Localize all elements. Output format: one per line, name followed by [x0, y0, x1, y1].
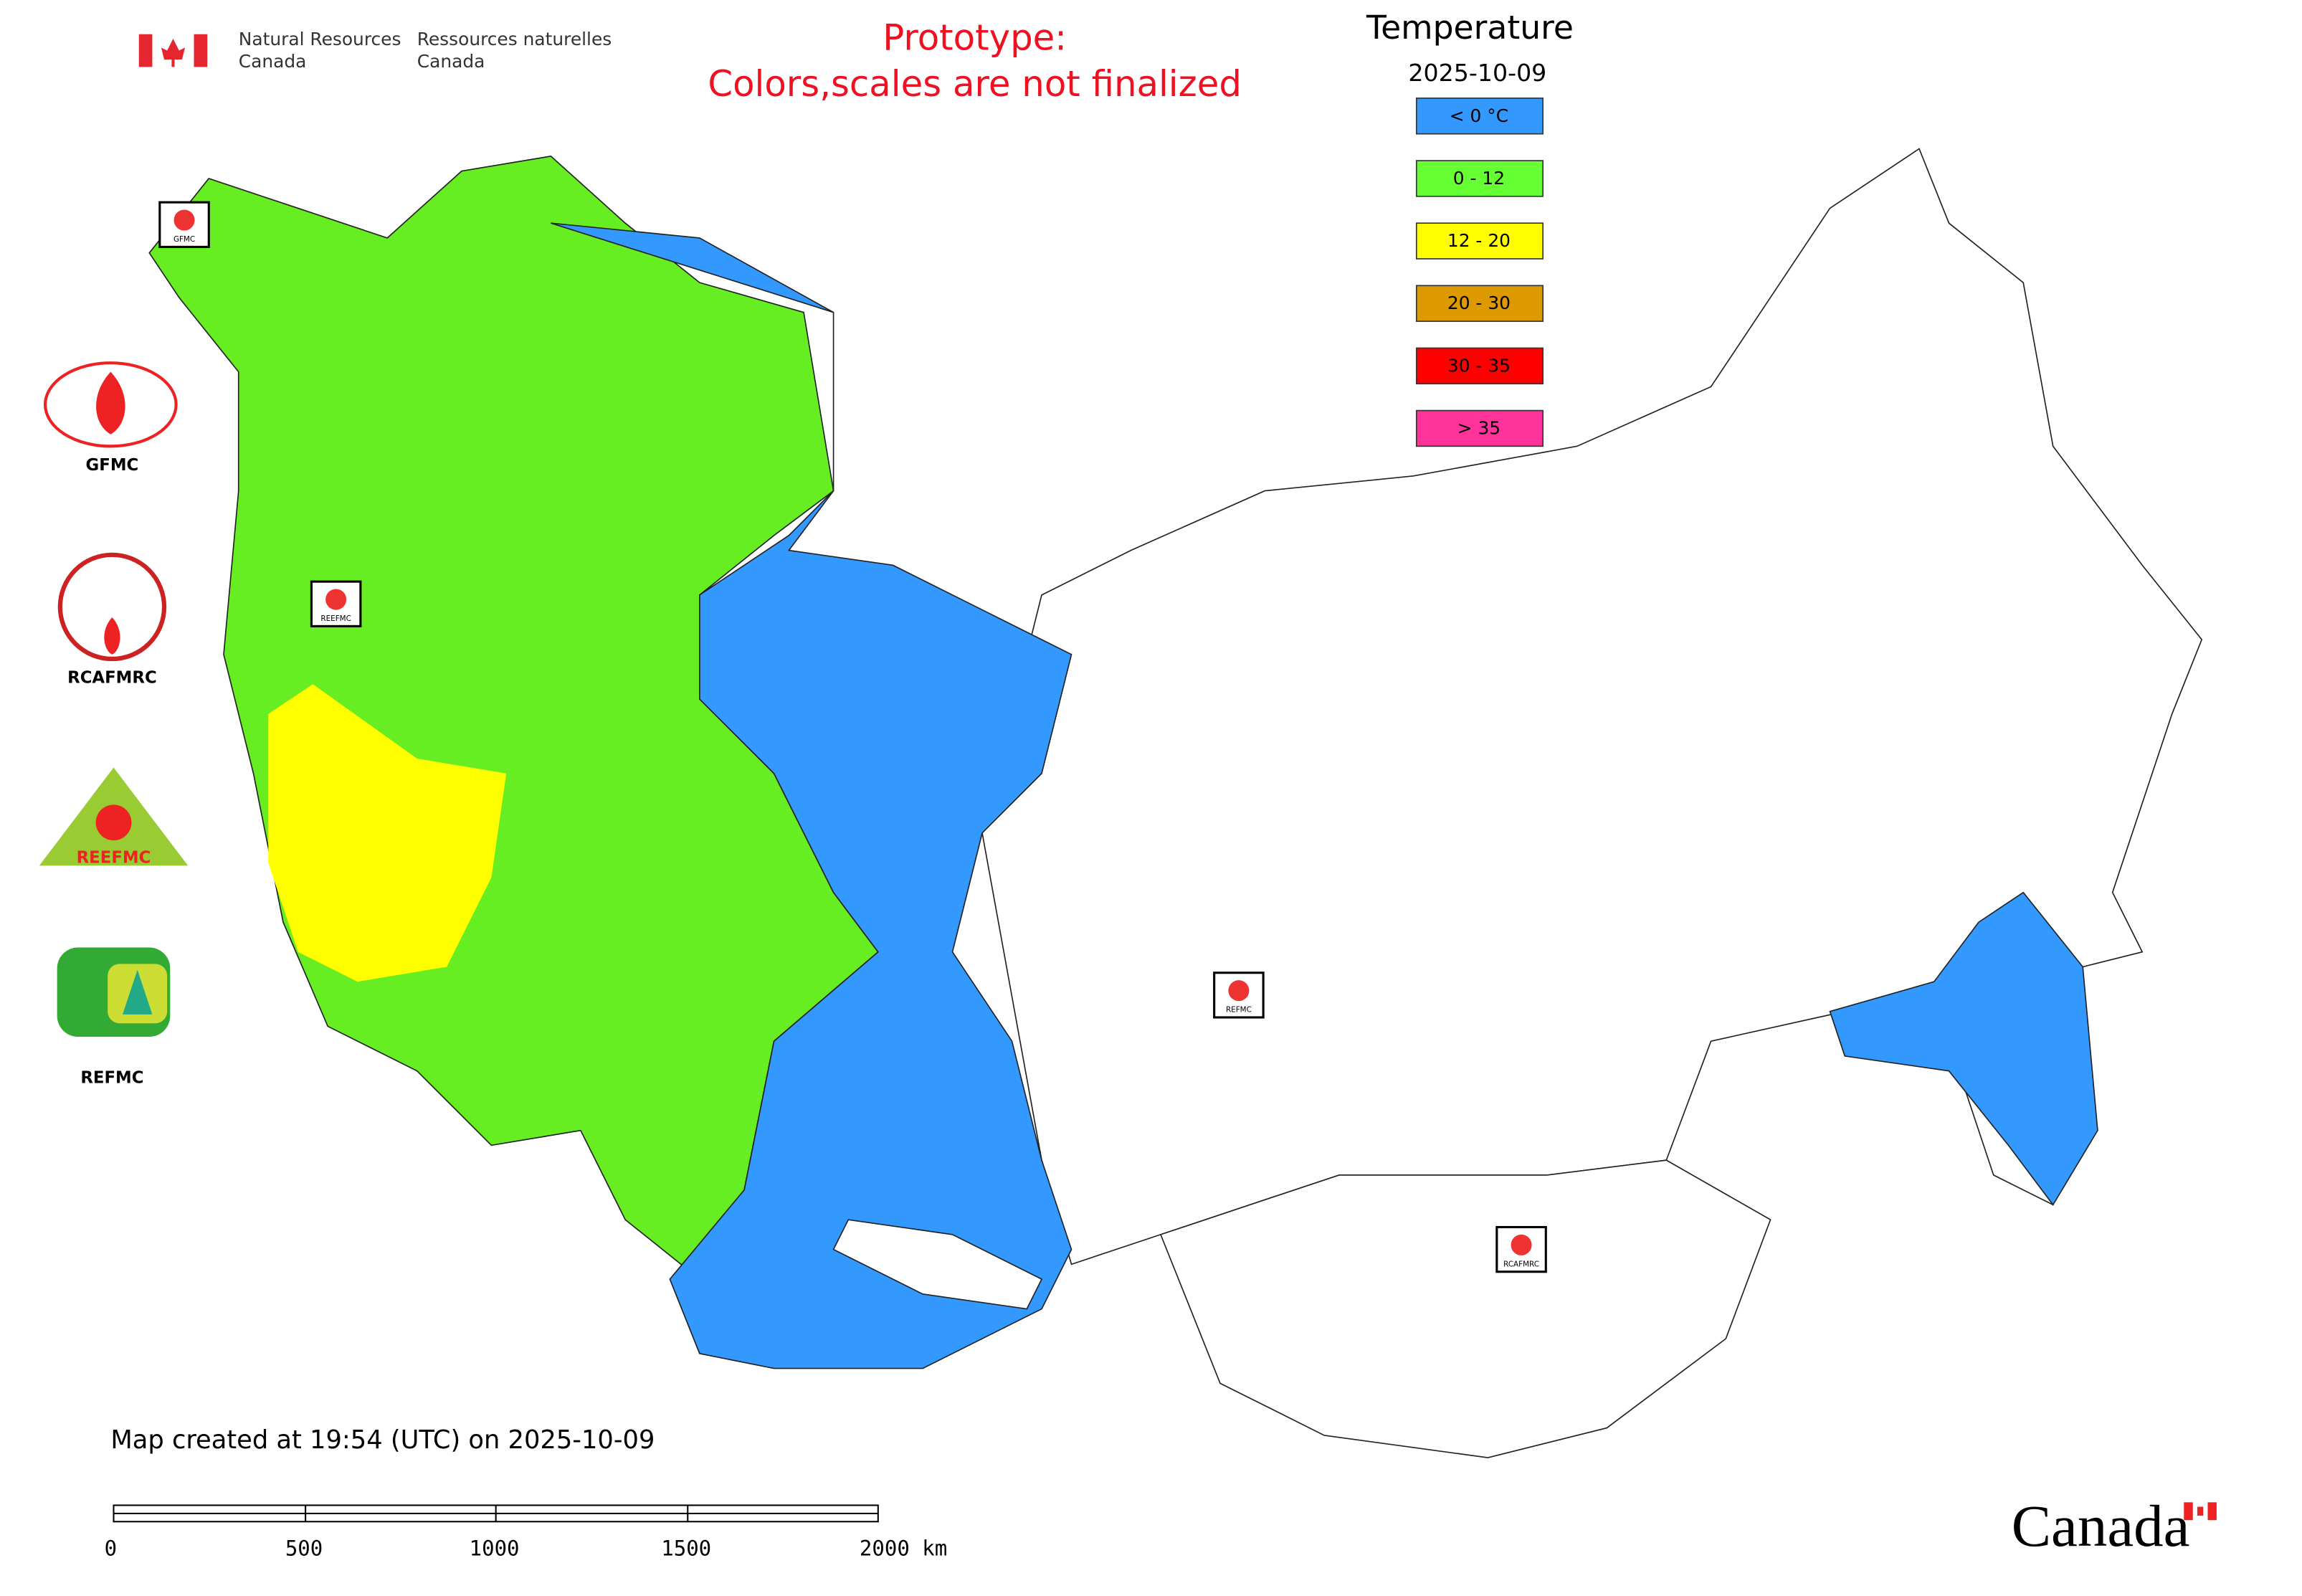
legend-label: 0 - 12 — [1453, 168, 1505, 189]
scale-label: 0 — [105, 1536, 117, 1561]
legend-label: < 0 °C — [1450, 105, 1508, 126]
created-note: Map created at 19:54 (UTC) on 2025-10-09 — [110, 1425, 655, 1455]
region-blue — [1829, 891, 2098, 1206]
gov-signature — [138, 34, 208, 67]
legend-swatch — [1415, 98, 1544, 135]
marker-label: REFMC — [1226, 1006, 1252, 1015]
notice: Prototype: — [883, 17, 1067, 59]
logo-label: REFMC — [80, 1069, 143, 1088]
legend-swatch — [1415, 347, 1544, 385]
legend-label: 20 - 30 — [1447, 293, 1511, 313]
legend-swatch — [1415, 222, 1544, 260]
scale-label: 500 — [285, 1536, 323, 1561]
lake — [832, 1219, 1043, 1310]
wordmark: Canada — [2012, 1493, 2190, 1559]
map-regions — [148, 148, 2203, 1458]
legend-title: Temperature — [1366, 9, 1574, 47]
legend-label: > 35 — [1457, 418, 1500, 439]
logo-reefmc — [39, 767, 189, 866]
marker-icon — [1511, 1234, 1532, 1255]
marker-icon — [173, 209, 195, 231]
legend-date: 2025-10-09 — [1408, 59, 1546, 87]
region-yellow — [268, 684, 507, 982]
scale-bar — [113, 1504, 879, 1523]
map-markers: GFMC REEFMC REFMC RCAFMRC — [158, 201, 1547, 1273]
notice: Colors,scales are not finalized — [708, 63, 1242, 105]
marker-label: REEFMC — [320, 614, 351, 623]
gov-name-en: Canada — [239, 51, 307, 72]
gov-name-fr: Canada — [417, 51, 485, 72]
logo-label: RCAFMRC — [67, 668, 157, 687]
marker-icon — [325, 589, 347, 610]
legend-label: 12 - 20 — [1447, 230, 1511, 251]
legend-label: 30 - 35 — [1447, 355, 1511, 376]
legend-swatch — [1415, 285, 1544, 322]
logo-text: REEFMC — [77, 849, 151, 868]
logo-refmc — [57, 947, 171, 1037]
marker-icon — [1228, 980, 1250, 1002]
legend: < 0 °C 0 - 12 12 - 20 20 - 30 30 - 35 > 35 — [1415, 98, 1544, 447]
gov-name-fr: Ressources naturelles — [417, 29, 612, 49]
marker-label: RCAFMRC — [1503, 1260, 1539, 1268]
region-outline — [1159, 1159, 1771, 1458]
legend-swatch — [1415, 160, 1544, 197]
legend-swatch — [1415, 409, 1544, 447]
scale-label: 2000 km — [860, 1536, 947, 1561]
logo-label: GFMC — [86, 456, 139, 475]
scale-label: 1000 — [470, 1536, 520, 1561]
scale-labels: 0 500 1000 1500 2000 km — [105, 1536, 948, 1561]
marker-label: GFMC — [173, 235, 195, 244]
wordmark-flag — [2184, 1502, 2217, 1521]
logo-rcafmrc — [57, 552, 167, 662]
logo-gfmc — [43, 361, 178, 448]
region-blue — [551, 222, 1072, 1369]
scale-label: 1500 — [661, 1536, 711, 1561]
gov-name-en: Natural Resources — [239, 29, 401, 49]
